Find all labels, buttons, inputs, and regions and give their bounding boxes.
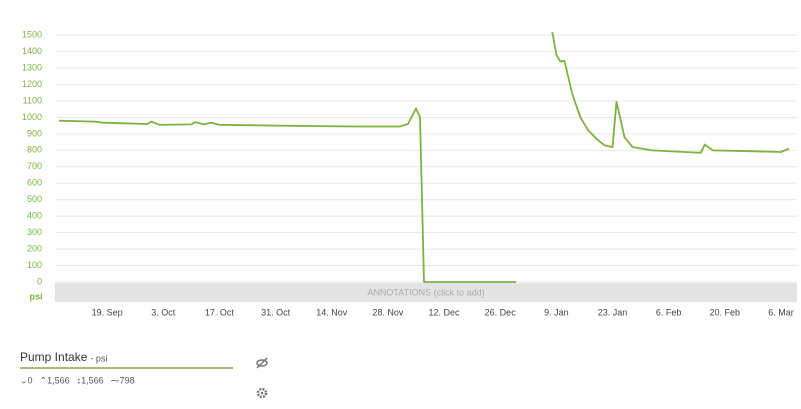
x-tick-label: 3. Oct	[151, 307, 176, 317]
y-tick-label: 0	[37, 276, 42, 286]
x-tick-label: 6. Mar	[768, 307, 794, 317]
legend-stat: ⁓798	[111, 375, 135, 385]
x-tick-label: 31. Oct	[261, 307, 291, 317]
y-tick-label: 300	[27, 227, 42, 237]
y-tick-label: 1500	[22, 30, 42, 40]
gear-icon[interactable]	[256, 387, 268, 399]
x-tick-label: 6. Feb	[656, 307, 682, 317]
y-tick-label: 1000	[22, 112, 42, 122]
y-tick-label: 900	[27, 128, 42, 138]
x-tick-label: 23. Jan	[598, 307, 628, 317]
annotation-band[interactable]	[55, 283, 797, 302]
y-tick-label: 1400	[22, 46, 42, 56]
y-unit: psi	[29, 291, 42, 301]
y-tick-label: 400	[27, 211, 42, 221]
x-tick-label: 26. Dec	[485, 307, 517, 317]
x-tick-label: 28. Nov	[372, 307, 404, 317]
legend-stat: ↕1,566	[77, 375, 104, 385]
legend-name[interactable]: Pump Intake	[20, 350, 88, 364]
x-tick-label: 14. Nov	[316, 307, 348, 317]
y-tick-label: 700	[27, 161, 42, 171]
legend-stat: ⌄0	[20, 375, 33, 385]
data-line	[58, 31, 790, 283]
eye-icon[interactable]	[256, 357, 268, 369]
x-tick-label: 12. Dec	[429, 307, 461, 317]
y-tick-label: 500	[27, 194, 42, 204]
y-tick-label: 1100	[23, 95, 42, 105]
annotation-text[interactable]: ANNOTATIONS (click to add)	[367, 287, 484, 297]
x-tick-label: 19. Sep	[92, 307, 123, 317]
y-tick-label: 1300	[22, 62, 42, 72]
x-tick-label: 20. Feb	[710, 307, 741, 317]
x-tick-label: 9. Jan	[544, 307, 569, 317]
y-tick-label: 800	[27, 145, 42, 155]
y-tick-label: 1200	[22, 79, 42, 89]
y-tick-label: 600	[27, 178, 42, 188]
y-tick-label: 100	[27, 260, 42, 270]
x-tick-label: 17. Oct	[205, 307, 235, 317]
legend-unit: - psi	[90, 353, 107, 363]
y-tick-label: 200	[27, 243, 42, 253]
legend-stat: ⌃1,566	[40, 375, 70, 385]
